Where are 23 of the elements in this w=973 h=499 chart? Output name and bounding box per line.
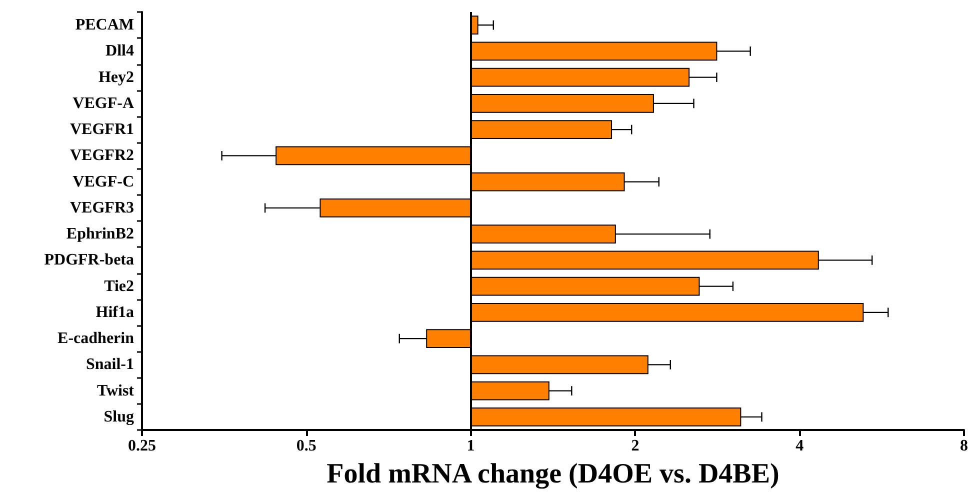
y-tick-label: Hif1a	[96, 304, 134, 321]
y-tick-label: Slug	[104, 408, 134, 426]
y-tick-label: VEGFR1	[70, 121, 134, 138]
y-tick-label: Snail-1	[86, 356, 134, 374]
y-tick-label: EphrinB2	[66, 226, 134, 243]
y-tick-label: Dll4	[106, 42, 134, 60]
y-tick-label: PDGFR-beta	[44, 252, 134, 269]
x-tick-label: 8	[960, 438, 968, 454]
y-tick-label: VEGF-C	[72, 173, 134, 190]
y-tick-label: Hey2	[98, 68, 134, 86]
x-tick-label: 2	[631, 438, 640, 454]
x-tick-label: 4	[796, 438, 804, 454]
x-tick-label: 1	[466, 438, 475, 454]
y-tick-label: Twist	[96, 382, 135, 400]
y-tick-label: Tie2	[104, 278, 134, 295]
x-tick-label: 0.25	[128, 438, 156, 454]
y-tick-label: E-cadherin	[58, 330, 134, 348]
y-tick-label: VEGFR3	[70, 199, 134, 216]
x-axis-title: Fold mRNA change (D4OE vs. D4BE)	[326, 458, 780, 490]
x-tick-label: 0.5	[296, 438, 316, 454]
y-tick-label: VEGF-A	[72, 94, 134, 112]
y-tick-label: PECAM	[75, 16, 134, 34]
y-tick-label: VEGFR2	[70, 147, 134, 164]
